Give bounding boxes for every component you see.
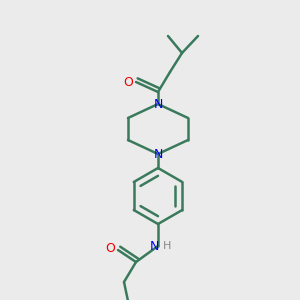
Text: N: N bbox=[153, 98, 163, 110]
Text: N: N bbox=[149, 239, 159, 253]
Text: H: H bbox=[163, 241, 171, 251]
Text: O: O bbox=[123, 76, 133, 88]
Text: N: N bbox=[153, 148, 163, 160]
Text: O: O bbox=[105, 242, 115, 254]
